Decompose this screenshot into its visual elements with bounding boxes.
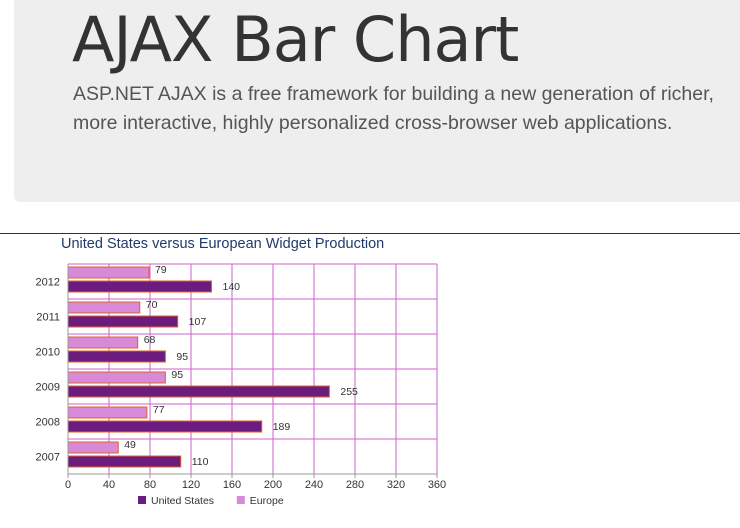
category-label: 2012 bbox=[36, 277, 60, 289]
bar-united-states bbox=[67, 420, 263, 433]
chart-title: United States versus European Widget Pro… bbox=[61, 236, 384, 252]
jumbotron bbox=[14, 0, 740, 202]
x-tick-label: 80 bbox=[144, 479, 156, 491]
bar-united-states bbox=[67, 385, 330, 398]
category-label: 2010 bbox=[36, 347, 60, 359]
x-tick-label: 320 bbox=[387, 479, 405, 491]
bar-europe bbox=[67, 441, 119, 454]
x-tick-label: 360 bbox=[428, 479, 446, 491]
legend-label: United States bbox=[151, 495, 214, 507]
bar-europe bbox=[67, 266, 150, 279]
data-label-europe: 77 bbox=[153, 404, 165, 416]
x-tick-label: 240 bbox=[305, 479, 323, 491]
chart-plot-area: 2007 49 110 2008 77 189 2009 95 255 2010 68 95 2011 7… bbox=[36, 263, 446, 507]
bar-united-states bbox=[67, 350, 166, 363]
data-label-europe: 95 bbox=[171, 369, 183, 381]
data-label-europe: 70 bbox=[146, 299, 158, 311]
lead-text: ASP.NET AJAX is a free framework for bui… bbox=[73, 83, 714, 134]
divider bbox=[0, 233, 740, 234]
legend-swatch bbox=[236, 496, 245, 504]
page-title: AJAX Bar Chart bbox=[72, 3, 519, 76]
bar-united-states bbox=[67, 455, 182, 468]
category-label: 2009 bbox=[36, 382, 60, 394]
x-tick-label: 160 bbox=[223, 479, 241, 491]
bar-europe bbox=[67, 336, 139, 349]
category-label: 2011 bbox=[36, 312, 60, 324]
x-tick-label: 120 bbox=[182, 479, 200, 491]
x-tick-label: 200 bbox=[264, 479, 282, 491]
legend-swatch bbox=[138, 496, 146, 504]
bar-europe bbox=[67, 406, 148, 419]
data-label-united-states: 189 bbox=[273, 421, 291, 433]
x-tick-label: 280 bbox=[346, 479, 364, 491]
x-tick-label: 0 bbox=[65, 479, 71, 491]
data-label-europe: 79 bbox=[155, 264, 167, 276]
data-label-united-states: 107 bbox=[189, 316, 207, 328]
data-label-united-states: 140 bbox=[223, 281, 241, 293]
category-label: 2007 bbox=[36, 452, 60, 464]
data-label-united-states: 110 bbox=[192, 456, 209, 468]
data-label-united-states: 255 bbox=[340, 386, 358, 398]
bar-europe bbox=[67, 371, 166, 384]
data-label-europe: 68 bbox=[144, 334, 156, 346]
bar-united-states bbox=[67, 315, 179, 328]
bar-united-states bbox=[67, 280, 212, 293]
data-label-united-states: 95 bbox=[176, 351, 188, 363]
x-tick-label: 40 bbox=[103, 479, 115, 491]
category-label: 2008 bbox=[36, 417, 60, 429]
legend-label: Europe bbox=[250, 495, 284, 507]
bar-europe bbox=[67, 301, 141, 314]
data-label-europe: 49 bbox=[124, 439, 136, 451]
bar-chart: United States versus European Widget Pro… bbox=[36, 236, 447, 507]
